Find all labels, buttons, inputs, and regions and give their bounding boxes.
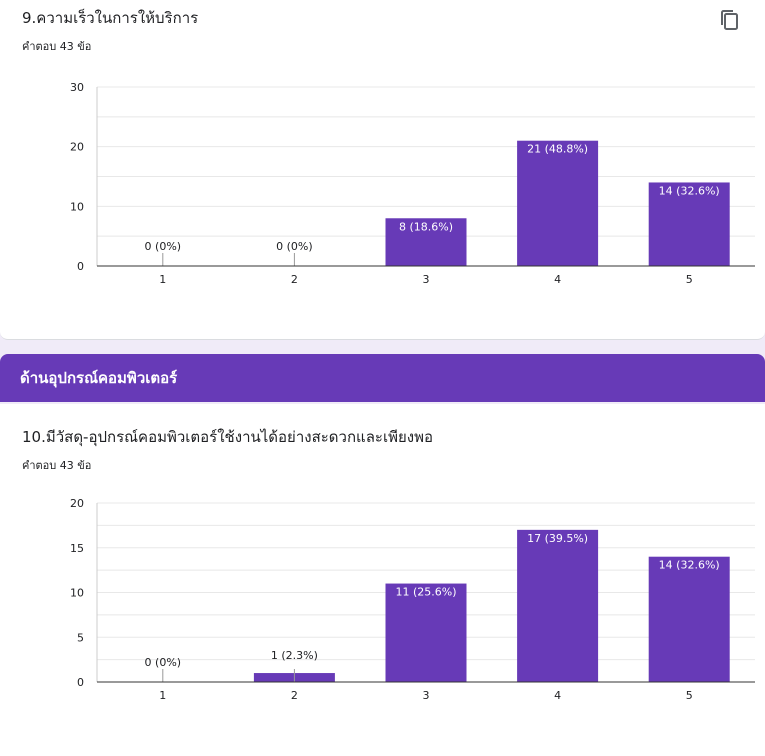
copy-icon [721,10,738,30]
data-label: 11 (25.6%) [395,586,456,599]
data-label: 0 (0%) [276,240,313,253]
bar[interactable] [385,583,467,682]
x-tick-label: 1 [159,273,166,286]
response-count: คำตอบ 43 ข้อ [22,40,92,53]
y-tick-label: 20 [70,497,84,510]
y-tick-label: 10 [70,587,84,600]
data-label: 1 (2.3%) [271,649,318,662]
y-tick-label: 20 [70,141,84,154]
data-label: 14 (32.6%) [659,559,720,572]
x-tick-label: 5 [686,689,693,702]
x-tick-label: 4 [554,689,561,702]
y-tick-label: 0 [77,676,84,689]
data-label: 21 (48.8%) [527,143,588,156]
question-title: 10.มีวัสดุ-อุปกรณ์คอมพิวเตอร์ใช้งานได้อย… [22,428,433,446]
question-card-9: 9.ความเร็วในการให้บริการ คำตอบ 43 ข้อ 0 1… [0,0,765,340]
bar[interactable] [517,529,599,682]
bar-chart-q10: 0 5 10 15 20 0 (0%) 1 1 (2.3%) 2 11 (25.6%) 3 17 (3… [70,497,755,702]
data-label: 14 (32.6%) [659,184,720,197]
data-label: 0 (0%) [145,656,182,669]
data-label: 17 (39.5%) [527,532,588,545]
x-tick-label: 3 [423,273,430,286]
data-label: 8 (18.6%) [399,220,453,233]
x-tick-label: 4 [554,273,561,286]
y-tick-label: 15 [70,542,84,555]
bar[interactable] [385,218,467,266]
x-tick-label: 5 [686,273,693,286]
question-title: 9.ความเร็วในการให้บริการ [22,9,199,27]
bar-chart-q9: 0 10 20 30 0 (0%) 1 0 (0%) 2 8 (18.6%) 3 21 (48.8%… [70,81,755,286]
section-title: ด้านอุปกรณ์คอมพิวเตอร์ [20,369,178,387]
x-tick-label: 1 [159,689,166,702]
y-tick-label: 30 [70,81,84,94]
y-tick-label: 10 [70,200,84,213]
x-tick-label: 2 [291,273,298,286]
question-card-10: 10.มีวัสดุ-อุปกรณ์คอมพิวเตอร์ใช้งานได้อย… [0,404,765,756]
bar[interactable] [517,140,599,266]
copy-chart-button[interactable] [716,6,744,34]
bar[interactable] [648,556,730,682]
bar[interactable] [648,182,730,266]
x-tick-label: 3 [423,689,430,702]
x-tick-label: 2 [291,689,298,702]
y-tick-label: 0 [77,260,84,273]
section-header: ด้านอุปกรณ์คอมพิวเตอร์ [0,354,765,402]
response-count: คำตอบ 43 ข้อ [22,459,92,472]
y-tick-label: 5 [77,631,84,644]
data-label: 0 (0%) [145,240,182,253]
